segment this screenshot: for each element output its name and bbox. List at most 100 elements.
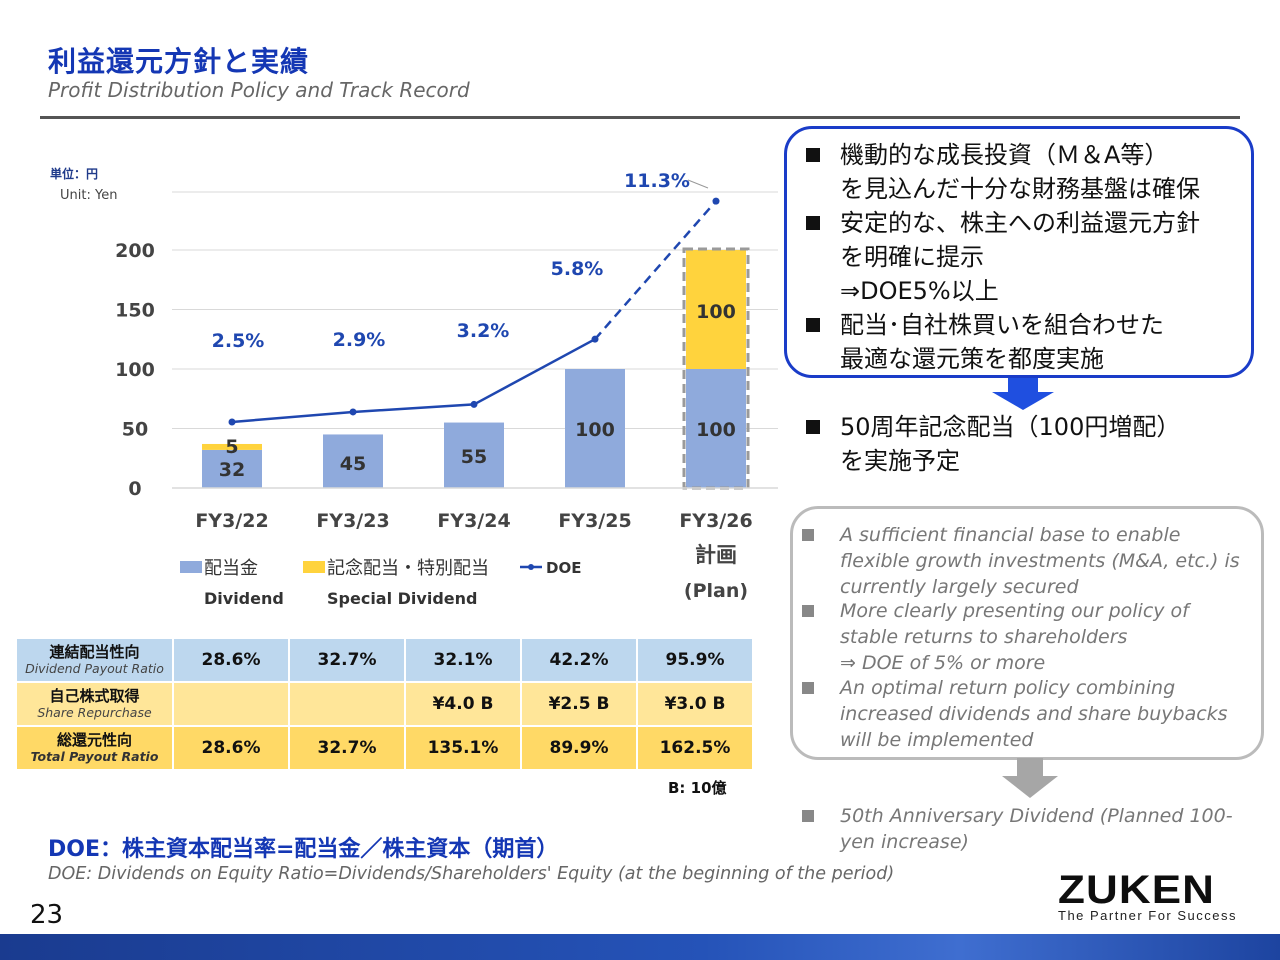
policy-line: stable returns to shareholders bbox=[840, 626, 1128, 648]
unit-label-jp: 単位：円 bbox=[50, 167, 99, 181]
table-cell: ¥3.0 B bbox=[636, 681, 754, 727]
bullet-square-icon bbox=[802, 682, 814, 694]
policy-line: を明確に提示 bbox=[840, 243, 984, 271]
table-cell: 32.7% bbox=[288, 637, 406, 683]
row-label-en: Dividend Payout Ratio bbox=[25, 661, 164, 676]
bullet-square-icon bbox=[802, 529, 814, 541]
payout-table: 連結配当性向 Dividend Payout Ratio 28.6% 32.7%… bbox=[15, 637, 754, 771]
policy-line: currently largely secured bbox=[840, 576, 1079, 598]
row-label-jp: 総還元性向 bbox=[56, 731, 132, 749]
plan-outline bbox=[682, 247, 750, 490]
policy-line: will be implemented bbox=[840, 729, 1034, 751]
table-cell: 32.7% bbox=[288, 725, 406, 771]
policy-item-en: A sufficient financial base to enable fl… bbox=[840, 522, 1240, 600]
table-cell: 162.5% bbox=[636, 725, 754, 771]
doe-point bbox=[591, 335, 599, 343]
legend-label-en: Dividend bbox=[204, 589, 284, 608]
bullet-square-icon bbox=[806, 216, 820, 230]
anniversary-item-en: 50th Anniversary Dividend (Planned 100- … bbox=[840, 803, 1233, 855]
doe-point bbox=[712, 197, 720, 205]
arrow-down-icon bbox=[1002, 758, 1058, 798]
anniversary-line: 50th Anniversary Dividend (Planned 100- bbox=[840, 805, 1233, 827]
data-label: 5 bbox=[225, 436, 238, 458]
anniversary-item-jp: 50周年記念配当（100円増配） を実施予定 bbox=[840, 410, 1180, 478]
row-label-en: Share Repurchase bbox=[37, 705, 152, 720]
doe-label: 2.9% bbox=[333, 329, 386, 351]
anniversary-line: yen increase) bbox=[840, 831, 969, 853]
x-tick-sublabel: 計画 bbox=[695, 543, 737, 567]
company-logo: ZUKEN bbox=[1058, 868, 1216, 912]
y-tick-label: 0 bbox=[128, 478, 141, 500]
policy-line: ⇒ DOE of 5% or more bbox=[840, 652, 1046, 674]
y-tick-label: 150 bbox=[115, 300, 155, 322]
table-row: 総還元性向 Total Payout Ratio 28.6% 32.7% 135… bbox=[15, 725, 754, 771]
x-tick-label: FY3/24 bbox=[437, 510, 510, 532]
row-label-jp: 連結配当性向 bbox=[49, 643, 140, 661]
logo-tagline: The Partner For Success bbox=[1058, 908, 1237, 923]
bullet-square-icon bbox=[806, 148, 820, 162]
legend-swatch-doe-marker bbox=[528, 564, 534, 570]
policy-line: flexible growth investments (M&A, etc.) … bbox=[840, 550, 1240, 572]
policy-line: を見込んだ十分な財務基盤は確保 bbox=[840, 175, 1200, 203]
table-cell: 32.1% bbox=[404, 637, 522, 683]
policy-line: 配当･自社株買いを組合わせた bbox=[840, 311, 1164, 339]
doe-line bbox=[231, 338, 596, 424]
policy-line: An optimal return policy combining bbox=[840, 677, 1176, 699]
page-subtitle: Profit Distribution Policy and Track Rec… bbox=[48, 78, 470, 102]
data-label: 55 bbox=[461, 446, 487, 468]
bullet-square-icon bbox=[802, 810, 814, 822]
table-cell bbox=[288, 681, 406, 727]
policy-item-jp: 安定的な、株主への利益還元方針 を明確に提示 ⇒DOE5%以上 bbox=[840, 206, 1200, 308]
data-label: 45 bbox=[340, 453, 366, 475]
table-row: 連結配当性向 Dividend Payout Ratio 28.6% 32.7%… bbox=[15, 637, 754, 683]
policy-line: increased dividends and share buybacks bbox=[840, 703, 1228, 725]
doe-definition-jp: DOE：株主資本配当率=配当金／株主資本（期首） bbox=[48, 837, 559, 862]
doe-point bbox=[228, 418, 236, 426]
unit-label-en: Unit: Yen bbox=[60, 188, 118, 203]
bar-dividend bbox=[565, 369, 625, 488]
table-cell: 135.1% bbox=[404, 725, 522, 771]
policy-item-jp: 配当･自社株買いを組合わせた 最適な還元策を都度実施 bbox=[840, 308, 1164, 376]
doe-point bbox=[349, 408, 357, 416]
policy-box-jp bbox=[784, 126, 1254, 378]
policy-line: A sufficient financial base to enable bbox=[840, 524, 1181, 546]
legend-label: 記念配当・特別配当 bbox=[327, 557, 489, 579]
legend-label-en: Special Dividend bbox=[327, 589, 477, 608]
bar-dividend bbox=[323, 434, 383, 488]
page-number: 23 bbox=[30, 900, 64, 930]
policy-item-en: More clearly presenting our policy of st… bbox=[840, 598, 1189, 676]
bullet-square-icon bbox=[802, 605, 814, 617]
table-cell: 42.2% bbox=[520, 637, 638, 683]
doe-label: 11.3% bbox=[624, 170, 690, 192]
dividend-chart: 0 50 100 150 200 FY3/22 FY3/23 FY3/24 FY3/25 FY3/… bbox=[115, 170, 778, 608]
doe-label: 2.5% bbox=[212, 330, 265, 352]
row-label-en: Total Payout Ratio bbox=[30, 749, 159, 764]
table-cell: 95.9% bbox=[636, 637, 754, 683]
title-divider bbox=[40, 116, 1240, 119]
policy-line: 最適な還元策を都度実施 bbox=[840, 345, 1104, 373]
table-cell: 89.9% bbox=[520, 725, 638, 771]
table-cell: 28.6% bbox=[172, 725, 290, 771]
leader-line bbox=[687, 179, 709, 189]
bar-special-dividend bbox=[686, 250, 746, 369]
data-label: 100 bbox=[575, 419, 615, 441]
y-tick-label: 200 bbox=[115, 240, 155, 262]
data-label: 32 bbox=[219, 459, 245, 481]
policy-item-jp: 機動的な成長投資（Ｍ＆A等） を見込んだ十分な財務基盤は確保 bbox=[840, 138, 1200, 206]
legend-swatch-dividend bbox=[180, 561, 202, 573]
table-cell: 28.6% bbox=[172, 637, 290, 683]
doe-point bbox=[470, 400, 478, 408]
table-row: 自己株式取得 Share Repurchase ¥4.0 B ¥2.5 B ¥3… bbox=[15, 681, 754, 727]
x-tick-sublabel: (Plan) bbox=[684, 580, 748, 602]
legend-swatch-special bbox=[303, 561, 325, 573]
data-label: 100 bbox=[696, 419, 736, 441]
row-header: 連結配当性向 Dividend Payout Ratio bbox=[15, 637, 174, 683]
unit-note: B: 10億 bbox=[668, 779, 727, 797]
anniversary-line: 50周年記念配当（100円増配） bbox=[840, 413, 1181, 441]
bar-dividend bbox=[202, 449, 262, 488]
table-cell: ¥4.0 B bbox=[404, 681, 522, 727]
bar-special-dividend bbox=[202, 443, 262, 450]
bar-dividend bbox=[686, 369, 746, 488]
x-tick-label: FY3/26 bbox=[679, 510, 752, 532]
legend-label: DOE bbox=[546, 559, 581, 577]
